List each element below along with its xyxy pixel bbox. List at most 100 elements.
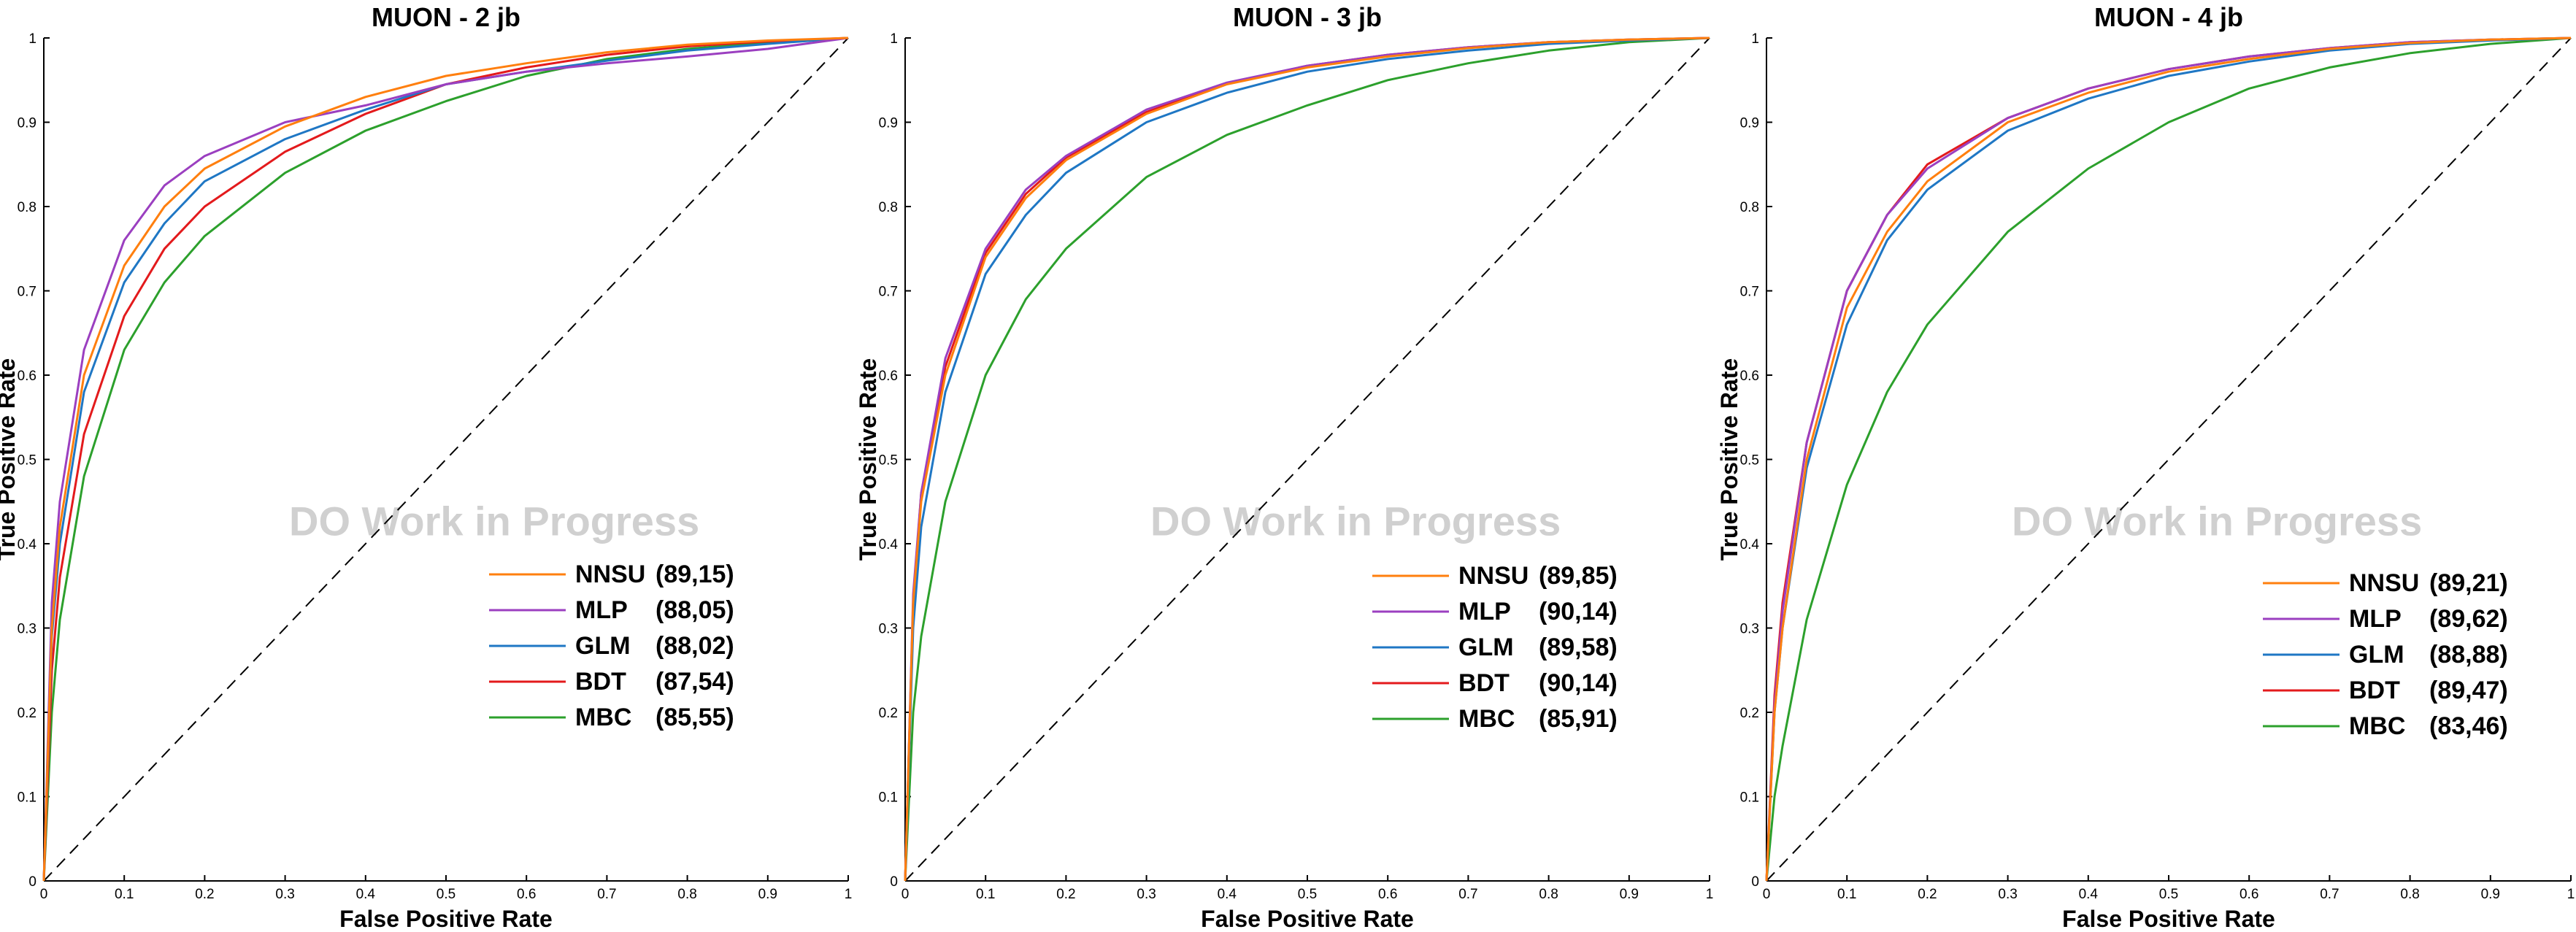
y-tick-label: 0.4 xyxy=(18,537,37,552)
y-tick-label: 1 xyxy=(1751,31,1759,47)
roc-panel-3: MUON - 4 jb DO Work in Progress 0 0.1 0.2 0.3… xyxy=(1716,2,2575,932)
legend-label-nnsu: NNSU xyxy=(1458,562,1529,590)
roc-curve-mlp xyxy=(42,36,849,882)
y-tick-label: 0.4 xyxy=(1740,537,1760,552)
y-axis-label: True Positive Rate xyxy=(0,358,20,561)
roc-curve-nnsu xyxy=(42,36,849,882)
legend-auc-mlp: (88,05) xyxy=(655,596,734,624)
x-tick-label: 0.2 xyxy=(195,887,214,902)
y-tick-label: 0.1 xyxy=(18,790,36,806)
roc-curve-glm xyxy=(904,36,1710,882)
y-tick-label: 0.8 xyxy=(879,200,898,215)
legend-auc-mlp: (90,14) xyxy=(1539,598,1618,625)
x-tick-label: 1 xyxy=(2567,887,2575,902)
x-tick-label: 0.7 xyxy=(597,887,616,902)
legend-label-glm: GLM xyxy=(575,632,631,660)
x-tick-label: 0.3 xyxy=(1137,887,1156,902)
watermark-text: DO Work in Progress xyxy=(2012,498,2422,544)
x-tick-label: 0.1 xyxy=(976,887,995,902)
x-tick-label: 1 xyxy=(845,887,853,902)
x-tick-label: 0.9 xyxy=(758,887,777,902)
legend-label-bdt: BDT xyxy=(1458,669,1510,697)
legend: NNSU (89,15) MLP (88,05) GLM (88,02) BDT (87,54… xyxy=(489,561,734,731)
x-tick-label: 0.5 xyxy=(2159,887,2178,902)
panel-title: MUON - 3 jb xyxy=(1233,2,1382,32)
x-tick-label: 0.1 xyxy=(115,887,134,902)
x-tick-label: 0.6 xyxy=(1378,887,1397,902)
x-tick-label: 0.5 xyxy=(1298,887,1317,902)
panel-title: MUON - 2 jb xyxy=(372,2,520,32)
y-tick-label: 0.3 xyxy=(18,622,36,637)
x-axis-label: False Positive Rate xyxy=(2062,906,2275,932)
legend-label-mlp: MLP xyxy=(2349,605,2402,633)
y-tick-label: 0.2 xyxy=(879,706,898,721)
x-tick-label: 0.2 xyxy=(1918,887,1937,902)
x-tick-label: 1 xyxy=(1706,887,1714,902)
roc-curve-mbc xyxy=(904,36,1710,882)
legend: NNSU (89,85) MLP (90,14) GLM (89,58) BDT (90,14… xyxy=(1372,562,1618,733)
x-tick-label: 0.9 xyxy=(2481,887,2500,902)
legend-auc-bdt: (87,54) xyxy=(655,668,734,696)
y-tick-label: 0.2 xyxy=(18,706,36,721)
x-tick-label: 0.1 xyxy=(1837,887,1856,902)
roc-curve-glm xyxy=(42,36,849,882)
y-tick-label: 0.5 xyxy=(879,453,898,469)
legend-auc-nnsu: (89,85) xyxy=(1539,562,1618,590)
y-tick-label: 0.5 xyxy=(18,453,36,469)
legend-label-glm: GLM xyxy=(1458,633,1514,661)
x-tick-label: 0.8 xyxy=(2400,887,2419,902)
watermark-text: DO Work in Progress xyxy=(1150,498,1561,544)
x-tick-label: 0.4 xyxy=(356,887,376,902)
legend-label-mlp: MLP xyxy=(1458,598,1511,625)
roc-curve-nnsu xyxy=(1765,36,2572,882)
x-tick-label: 0.8 xyxy=(677,887,696,902)
random-classifier-diagonal xyxy=(904,37,1710,882)
y-tick-label: 0.9 xyxy=(879,116,898,131)
legend-auc-mlp: (89,62) xyxy=(2429,605,2508,633)
roc-panel-1: MUON - 2 jb DO Work in Progress 0 0.1 0.2 0.3… xyxy=(0,2,852,932)
x-tick-label: 0.5 xyxy=(437,887,455,902)
y-tick-label: 0.6 xyxy=(1740,369,1759,384)
legend-label-nnsu: NNSU xyxy=(2349,569,2419,597)
x-tick-label: 0.3 xyxy=(275,887,294,902)
y-tick-label: 0.9 xyxy=(1740,116,1759,131)
x-tick-label: 0 xyxy=(1763,887,1771,902)
random-classifier-diagonal xyxy=(43,37,849,882)
y-tick-label: 0.7 xyxy=(18,285,36,300)
legend-label-glm: GLM xyxy=(2349,641,2404,669)
roc-curve-nnsu xyxy=(904,36,1710,882)
x-tick-label: 0.9 xyxy=(1620,887,1639,902)
legend-label-nnsu: NNSU xyxy=(575,561,645,588)
x-tick-label: 0 xyxy=(40,887,48,902)
legend-auc-glm: (88,02) xyxy=(655,632,734,660)
y-tick-label: 0.4 xyxy=(879,537,899,552)
x-tick-label: 0.7 xyxy=(2320,887,2339,902)
y-tick-label: 0.8 xyxy=(18,200,36,215)
roc-curve-bdt xyxy=(42,36,849,882)
roc-curve-mbc xyxy=(1765,36,2572,882)
legend-label-mbc: MBC xyxy=(1458,705,1515,733)
legend-label-mbc: MBC xyxy=(575,704,631,731)
y-tick-label: 0.7 xyxy=(879,285,898,300)
legend-label-bdt: BDT xyxy=(2349,677,2400,704)
y-tick-label: 0.7 xyxy=(1740,285,1759,300)
x-axis-label: False Positive Rate xyxy=(1201,906,1414,932)
y-tick-label: 0 xyxy=(28,874,36,890)
legend-label-mlp: MLP xyxy=(575,596,628,624)
x-tick-label: 0.7 xyxy=(1458,887,1477,902)
legend-auc-mbc: (85,55) xyxy=(655,704,734,731)
legend-label-bdt: BDT xyxy=(575,668,626,696)
y-axis-label: True Positive Rate xyxy=(855,358,881,561)
legend-auc-mbc: (83,46) xyxy=(2429,712,2508,740)
y-tick-label: 0.1 xyxy=(879,790,898,806)
x-tick-label: 0.3 xyxy=(1998,887,2017,902)
legend-label-mbc: MBC xyxy=(2349,712,2405,740)
x-tick-label: 0.4 xyxy=(1218,887,1237,902)
legend-auc-mbc: (85,91) xyxy=(1539,705,1618,733)
y-tick-label: 0.2 xyxy=(1740,706,1759,721)
y-tick-label: 0.6 xyxy=(879,369,898,384)
y-tick-label: 0.1 xyxy=(1740,790,1759,806)
y-tick-label: 0.3 xyxy=(1740,622,1759,637)
y-axis-label: True Positive Rate xyxy=(1716,358,1742,561)
y-tick-label: 1 xyxy=(28,31,36,47)
